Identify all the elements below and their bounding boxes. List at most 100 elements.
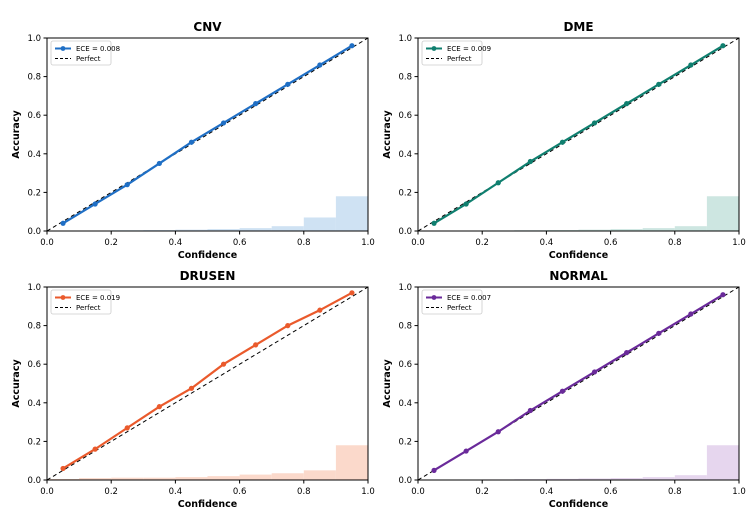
x-tick-label: 0.2 [104, 238, 118, 248]
chart-title: NORMAL [549, 269, 608, 283]
y-tick-label: 0.0 [27, 227, 41, 237]
y-tick-label: 0.6 [398, 360, 412, 370]
reliability-point [189, 386, 194, 391]
legend-marker-ece [61, 46, 66, 51]
y-tick-label: 0.8 [398, 73, 412, 83]
x-tick-label: 1.0 [361, 238, 375, 248]
y-tick-label: 0.4 [27, 150, 41, 160]
y-axis-label: Accuracy [382, 110, 393, 159]
reliability-point [317, 308, 322, 313]
reliability-curve [63, 46, 352, 224]
reliability-point [720, 292, 725, 297]
chart-title: CNV [193, 20, 222, 34]
y-tick-label: 0.4 [27, 399, 41, 409]
x-tick-label: 0.2 [475, 487, 489, 497]
histogram-bar [675, 475, 707, 480]
legend-label-ece: ECE = 0.019 [76, 294, 120, 302]
reliability-point [93, 201, 98, 206]
y-tick-label: 0.0 [27, 476, 41, 486]
x-tick-label: 0.0 [411, 487, 425, 497]
y-tick-label: 1.0 [398, 34, 412, 44]
legend-marker-ece [61, 295, 66, 300]
reliability-point [528, 159, 533, 164]
x-tick-label: 0.8 [297, 487, 311, 497]
reliability-point [253, 342, 258, 347]
x-axis-label: Confidence [178, 250, 237, 261]
reliability-curve [434, 46, 723, 224]
y-tick-label: 0.6 [27, 111, 41, 121]
x-tick-label: 1.0 [361, 487, 375, 497]
y-tick-label: 0.0 [398, 227, 412, 237]
legend-label-perfect: Perfect [447, 304, 472, 312]
histogram-bar [304, 217, 336, 231]
x-tick-label: 0.2 [475, 238, 489, 248]
reliability-point [125, 425, 130, 430]
reliability-point [496, 180, 501, 185]
reliability-point [528, 408, 533, 413]
y-tick-label: 0.0 [398, 476, 412, 486]
y-axis-label: Accuracy [11, 110, 22, 159]
reliability-point [285, 82, 290, 87]
reliability-point [431, 468, 436, 473]
reliability-point [624, 350, 629, 355]
y-tick-label: 0.2 [27, 437, 41, 447]
reliability-point [688, 62, 693, 67]
reliability-point [349, 43, 354, 48]
histogram-bar [336, 196, 368, 231]
histogram-bar [707, 196, 739, 231]
histogram-bar [240, 475, 272, 480]
reliability-point [221, 362, 226, 367]
reliability-curve [63, 293, 352, 469]
reliability-point [431, 221, 436, 226]
reliability-point [560, 389, 565, 394]
y-tick-label: 1.0 [27, 34, 41, 44]
x-tick-label: 0.4 [169, 487, 183, 497]
x-axis-label: Confidence [178, 499, 237, 510]
legend-label-ece: ECE = 0.009 [447, 45, 491, 53]
histogram-bar [272, 226, 304, 231]
y-tick-label: 1.0 [27, 283, 41, 293]
y-tick-label: 0.8 [27, 73, 41, 83]
y-tick-label: 0.2 [27, 188, 41, 198]
reliability-point [496, 429, 501, 434]
x-tick-label: 0.6 [604, 487, 618, 497]
x-tick-label: 0.0 [40, 238, 54, 248]
reliability-point [656, 82, 661, 87]
chart-title: DRUSEN [180, 269, 236, 283]
y-tick-label: 0.6 [27, 360, 41, 370]
x-axis-label: Confidence [549, 250, 608, 261]
reliability-point [60, 221, 65, 226]
x-tick-label: 1.0 [732, 487, 746, 497]
reliability-point [464, 448, 469, 453]
reliability-point [688, 311, 693, 316]
legend: ECE = 0.007 Perfect [422, 290, 491, 314]
x-tick-label: 0.8 [668, 238, 682, 248]
legend-label-ece: ECE = 0.008 [76, 45, 120, 53]
histogram-bar [336, 445, 368, 480]
reliability-point [93, 447, 98, 452]
x-tick-label: 0.2 [104, 487, 118, 497]
histogram-bar [272, 473, 304, 480]
x-tick-label: 0.6 [604, 238, 618, 248]
reliability-point [560, 140, 565, 145]
legend-marker-ece [432, 295, 437, 300]
x-tick-label: 0.8 [297, 238, 311, 248]
legend-label-ece: ECE = 0.007 [447, 294, 491, 302]
x-tick-label: 0.6 [233, 487, 247, 497]
x-tick-label: 1.0 [732, 238, 746, 248]
legend-marker-ece [432, 46, 437, 51]
y-tick-label: 0.4 [398, 150, 412, 160]
reliability-point [125, 182, 130, 187]
reliability-point [317, 62, 322, 67]
x-tick-label: 0.4 [540, 238, 554, 248]
histogram-bar [304, 470, 336, 480]
x-tick-label: 0.0 [411, 238, 425, 248]
reliability-point [464, 201, 469, 206]
